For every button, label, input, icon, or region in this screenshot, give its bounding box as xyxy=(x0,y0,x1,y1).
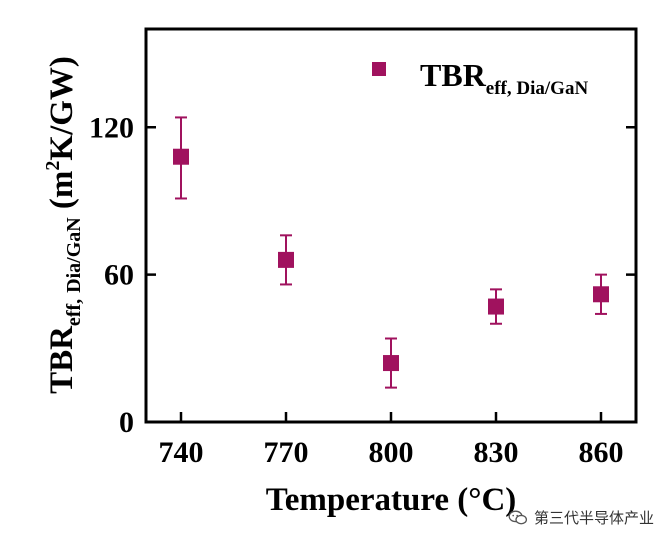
y-tick-label-60: 60 xyxy=(104,259,134,292)
legend-label-main: TBR xyxy=(420,57,487,93)
x-tick-label-830: 830 xyxy=(474,436,519,469)
y-axis-title: TBReff, Dia/GaN (m2K/GW) xyxy=(42,56,85,394)
y-axis-title-unit-sup: 2 xyxy=(42,161,64,171)
y-axis-title-sub2: Dia/GaN xyxy=(63,217,85,293)
data-point-800 xyxy=(383,355,399,372)
x-tick-label-770: 770 xyxy=(264,436,309,469)
y-tick-label-120: 120 xyxy=(89,111,134,144)
y-axis-title-prefix: TBR xyxy=(44,325,80,394)
y-axis-title-unit-rest: K/GW) xyxy=(44,56,80,161)
x-axis-title: Temperature (°C) xyxy=(266,482,517,518)
data-point-770 xyxy=(278,251,294,268)
wechat-icon xyxy=(508,510,528,524)
y-axis-title-unit-open: (m xyxy=(44,171,80,218)
data-point-830 xyxy=(488,298,504,315)
watermark-text: 第三代半导体产业 xyxy=(533,509,654,527)
data-point-860 xyxy=(593,286,609,303)
legend-label: TBReff, Dia/GaN xyxy=(420,57,588,99)
watermark: 第三代半导体产业 xyxy=(508,507,654,528)
legend-label-sub: eff, Dia/GaN xyxy=(486,78,589,99)
y-tick-label-0: 0 xyxy=(119,406,134,439)
plot-frame xyxy=(144,27,638,424)
x-tick-label-800: 800 xyxy=(369,436,414,469)
x-tick-label-860: 860 xyxy=(579,436,624,469)
x-tick-label-740: 740 xyxy=(159,436,204,469)
data-point-740 xyxy=(173,148,189,165)
y-axis-title-sub1: eff, xyxy=(63,299,85,326)
legend: TBReff, Dia/GaN xyxy=(372,57,588,99)
legend-marker xyxy=(372,62,386,76)
